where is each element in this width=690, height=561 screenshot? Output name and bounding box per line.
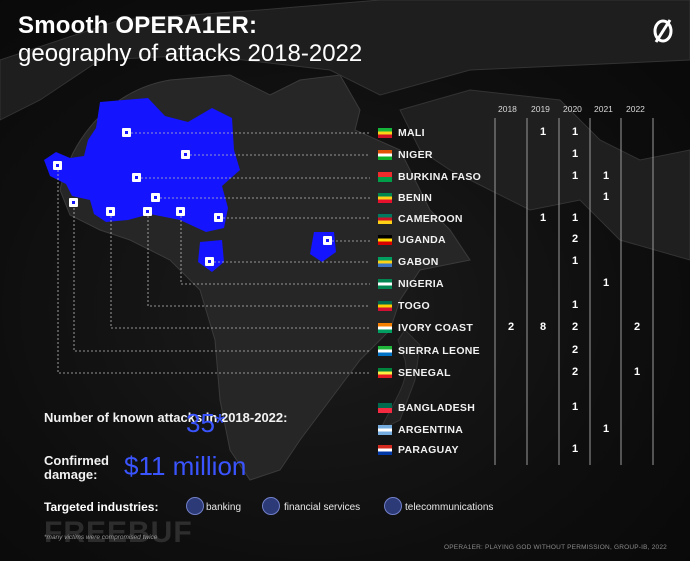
flag-icon (378, 172, 392, 182)
year-header: 2020 (563, 104, 582, 114)
attack-count: 1 (571, 255, 579, 267)
attack-count: 1 (633, 366, 641, 378)
gabon-region (198, 240, 224, 272)
europe-landmass (0, 0, 690, 121)
industry-telecommunications: telecommunications (405, 502, 494, 513)
flag-icon (378, 323, 392, 333)
watermark: FREEBUF (44, 516, 193, 549)
flag-icon (378, 193, 392, 203)
attack-count: 2 (571, 233, 579, 245)
flag-icon (378, 214, 392, 224)
attack-count: 1 (602, 277, 610, 289)
globe-icon (384, 497, 402, 515)
page-subtitle: geography of attacks 2018-2022 (18, 40, 363, 67)
table-grid (494, 118, 654, 465)
attack-count: 1 (571, 148, 579, 160)
attack-count: 1 (571, 212, 579, 224)
flag-icon (378, 301, 392, 311)
industry-banking: banking (206, 502, 242, 513)
coin-icon (262, 497, 280, 515)
attacks-label: Number of known attacks in 2018-2022: (44, 410, 288, 425)
flag-icon (378, 279, 392, 289)
country-name: BENIN (398, 192, 433, 204)
attack-count: 2 (571, 366, 579, 378)
flag-icon (378, 257, 392, 267)
attack-count: 1 (539, 212, 547, 224)
attack-count: 1 (571, 443, 579, 455)
footnote: *many victims were compromised twice (44, 534, 158, 541)
country-name: GABON (398, 256, 439, 268)
leader-lines (57, 132, 370, 374)
country-name: MALI (398, 127, 425, 139)
country-name: SIERRA LEONE (398, 345, 480, 357)
flag-icon (378, 128, 392, 138)
country-name: TOGO (398, 300, 430, 312)
asia-landmass (399, 89, 690, 261)
country-name: NIGERIA (398, 278, 444, 290)
year-header: 2021 (594, 104, 613, 114)
country-name: CAMEROON (398, 213, 463, 225)
year-header: 2022 (626, 104, 645, 114)
industry-financial-services: financial services (284, 502, 361, 513)
attack-count: 1 (602, 191, 610, 203)
attack-count: 2 (571, 344, 579, 356)
attack-count: 2 (633, 321, 641, 333)
attack-count: 1 (602, 170, 610, 182)
country-name: ARGENTINA (398, 424, 464, 436)
attack-count: 1 (602, 423, 610, 435)
bank-icon (186, 497, 204, 515)
flag-icon (378, 346, 392, 356)
source-credit: OPERA1ER: PLAYING GOD WITHOUT PERMISSION… (444, 544, 667, 551)
attack-count: 1 (539, 126, 547, 138)
attack-count: 1 (571, 126, 579, 138)
country-name: SENEGAL (398, 367, 451, 379)
attack-count: 1 (571, 299, 579, 311)
country-name: IVORY COAST (398, 322, 474, 334)
country-name: BANGLADESH (398, 402, 476, 414)
slashed-zero-icon (653, 19, 673, 43)
year-header: 2018 (498, 104, 517, 114)
country-name: BURKINA FASO (398, 171, 482, 183)
flag-icon (378, 368, 392, 378)
attack-count: 2 (571, 321, 579, 333)
damage-value: $11 million (124, 451, 247, 481)
industries-title: Targeted industries: (44, 500, 159, 514)
attack-count: 2 (507, 321, 515, 333)
damage-label: Confirmed damage: (44, 453, 109, 482)
attack-count: 1 (571, 170, 579, 182)
country-name: NIGER (398, 149, 433, 161)
flag-icon (378, 403, 392, 413)
year-header: 2019 (531, 104, 550, 114)
attacks-value: 35* (186, 408, 226, 438)
attack-count: 8 (539, 321, 547, 333)
page-title: Smooth OPERA1ER: (18, 12, 258, 39)
country-name: UGANDA (398, 234, 446, 246)
attacked-region (44, 98, 240, 232)
attack-count: 1 (571, 401, 579, 413)
country-name: PARAGUAY (398, 444, 459, 456)
flag-icon (378, 425, 392, 435)
flag-icon (378, 445, 392, 455)
flag-icon (378, 235, 392, 245)
flag-icon (378, 150, 392, 160)
